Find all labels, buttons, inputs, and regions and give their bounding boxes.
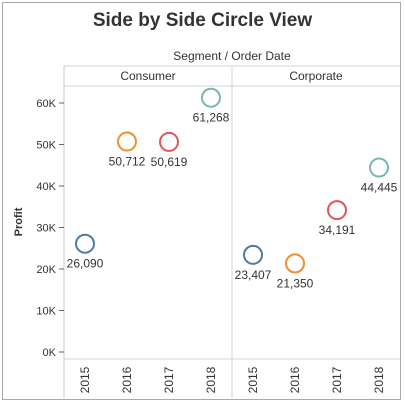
- x-tick-label: 2016: [120, 366, 134, 393]
- data-point[interactable]: [201, 87, 221, 108]
- x-tick-label: 2015: [246, 366, 260, 393]
- y-axis-title: Profit: [13, 207, 25, 236]
- x-tick-label: 2018: [372, 366, 386, 393]
- data-label: 34,191: [319, 223, 356, 237]
- data-point[interactable]: [75, 233, 95, 254]
- column-header: Segment / Order Date: [173, 49, 291, 63]
- panel-consumer: Consumer 26,090 2015 50,712 2016 50,619 2017 61…: [67, 69, 230, 393]
- panel-corporate: Corporate 23,407 2015 21,350 2016 34,191 2017 4…: [235, 69, 398, 393]
- chart-title: Side by Side Circle View: [92, 10, 313, 31]
- data-label: 26,090: [67, 257, 104, 271]
- data-label: 50,619: [151, 155, 188, 169]
- data-point[interactable]: [117, 131, 137, 152]
- panel-header-label: Consumer: [120, 69, 175, 83]
- data-label: 23,407: [235, 268, 272, 282]
- data-point[interactable]: [327, 200, 347, 221]
- y-tick-label: 30K: [36, 223, 56, 235]
- data-label: 44,445: [361, 181, 398, 195]
- x-tick-label: 2015: [78, 366, 92, 393]
- data-point[interactable]: [159, 131, 179, 152]
- data-point[interactable]: [243, 244, 263, 265]
- x-tick-label: 2017: [330, 366, 344, 393]
- panel-header-label: Corporate: [289, 69, 343, 83]
- x-tick-label: 2016: [288, 366, 302, 393]
- y-tick-label: 10K: [36, 306, 56, 318]
- y-tick-label: 50K: [36, 140, 56, 152]
- x-tick-label: 2018: [204, 366, 218, 393]
- x-tick-label: 2017: [162, 366, 176, 393]
- y-tick-label: 40K: [36, 181, 56, 193]
- data-label: 61,268: [193, 111, 230, 125]
- y-tick-label: 20K: [36, 264, 56, 276]
- data-label: 50,712: [109, 155, 146, 169]
- data-point[interactable]: [369, 157, 389, 178]
- y-tick-label: 60K: [36, 98, 56, 110]
- data-point[interactable]: [285, 253, 305, 274]
- y-tick-label: 0K: [43, 347, 57, 359]
- data-label: 21,350: [277, 276, 314, 290]
